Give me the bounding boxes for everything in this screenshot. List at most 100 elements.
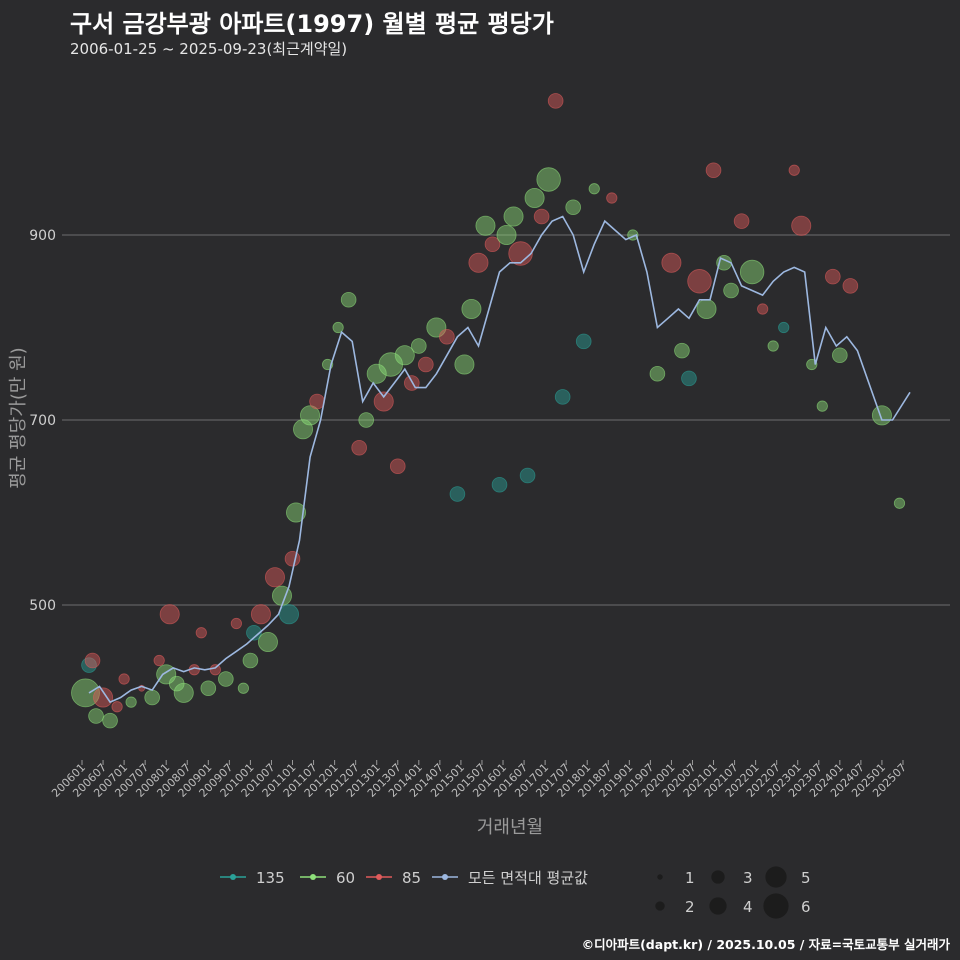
size-legend-dot bbox=[657, 874, 663, 880]
point-85 bbox=[788, 164, 800, 176]
y-axis-label: 평균 평당가(만 원) bbox=[8, 347, 29, 488]
chart-title: 구서 금강부광 아파트(1997) 월별 평균 평당가 bbox=[70, 10, 554, 38]
point-60 bbox=[358, 412, 374, 428]
point-85 bbox=[484, 236, 501, 253]
point-60 bbox=[871, 405, 892, 426]
chart-subtitle: 2006-01-25 ~ 2025-09-23(최근계약일) bbox=[70, 40, 348, 58]
legend-item-135: 135 bbox=[220, 869, 285, 887]
y-tick-label: 700 bbox=[29, 413, 56, 429]
point-60 bbox=[340, 291, 357, 308]
point-85 bbox=[159, 604, 180, 625]
x-axis-label: 거래년월 bbox=[477, 817, 543, 838]
legend-swatch-dot bbox=[310, 874, 316, 880]
point-135 bbox=[778, 321, 790, 334]
legend-item-85: 85 bbox=[366, 869, 421, 887]
source-caption: ©디아파트(dapt.kr) / 2025.10.05 / 자료=국토교통부 실… bbox=[581, 937, 950, 952]
point-60 bbox=[102, 712, 118, 729]
point-60 bbox=[88, 708, 104, 724]
point-85 bbox=[93, 687, 114, 708]
size-legend-dot bbox=[763, 893, 789, 919]
point-85 bbox=[230, 617, 242, 630]
point-85 bbox=[842, 278, 859, 294]
point-85 bbox=[195, 627, 207, 639]
point-135 bbox=[246, 624, 262, 641]
point-60 bbox=[200, 680, 217, 697]
y-tick-label: 900 bbox=[29, 228, 56, 244]
size-legend-label: 2 bbox=[685, 898, 695, 916]
size-legend-item: 5 bbox=[765, 866, 811, 888]
point-85 bbox=[111, 701, 123, 713]
size-legend-item: 1 bbox=[657, 869, 695, 887]
point-85 bbox=[757, 303, 769, 315]
point-85 bbox=[418, 356, 434, 373]
point-60 bbox=[332, 321, 344, 334]
point-60 bbox=[536, 167, 561, 192]
legend-series: 135 60 85 모든 면적대 평균값 bbox=[220, 869, 588, 887]
point-60 bbox=[723, 282, 739, 299]
legend-item-avg: 모든 면적대 평균값 bbox=[432, 869, 588, 887]
point-85 bbox=[309, 393, 325, 410]
point-85 bbox=[373, 391, 394, 412]
point-60 bbox=[496, 224, 517, 245]
legend-label: 모든 면적대 평균값 bbox=[468, 869, 588, 887]
point-85 bbox=[351, 439, 367, 456]
point-85 bbox=[264, 567, 285, 588]
legend-label: 85 bbox=[402, 869, 421, 887]
size-legend-label: 4 bbox=[743, 898, 753, 916]
point-85 bbox=[825, 268, 841, 285]
point-135 bbox=[278, 604, 299, 625]
size-legend-label: 5 bbox=[801, 869, 811, 887]
point-85 bbox=[209, 664, 221, 676]
grid-lines bbox=[62, 234, 950, 606]
point-60 bbox=[893, 497, 906, 509]
point-60 bbox=[242, 652, 259, 669]
point-60 bbox=[816, 400, 828, 412]
point-85 bbox=[468, 252, 489, 273]
point-60 bbox=[257, 632, 278, 653]
point-60 bbox=[674, 342, 690, 359]
point-85 bbox=[389, 458, 406, 475]
point-60 bbox=[454, 354, 475, 375]
point-85 bbox=[84, 652, 101, 669]
size-legend-dot bbox=[711, 870, 725, 884]
point-60 bbox=[394, 345, 415, 366]
point-60 bbox=[144, 689, 160, 706]
point-60 bbox=[565, 199, 581, 216]
size-legend-dot bbox=[709, 897, 727, 915]
point-135 bbox=[491, 476, 508, 493]
average-line bbox=[88, 215, 911, 704]
legend-label: 60 bbox=[336, 869, 355, 887]
point-85 bbox=[606, 192, 618, 204]
point-60 bbox=[524, 187, 545, 208]
point-60 bbox=[173, 682, 194, 703]
scatter-points bbox=[71, 93, 906, 729]
point-85 bbox=[733, 213, 750, 229]
point-60 bbox=[125, 696, 137, 708]
size-legend-item: 4 bbox=[709, 897, 753, 916]
legend-swatch-dot bbox=[442, 874, 448, 880]
point-135 bbox=[681, 370, 697, 387]
point-60 bbox=[588, 183, 600, 195]
point-85 bbox=[284, 550, 301, 567]
point-60 bbox=[411, 338, 427, 354]
y-tick-label: 500 bbox=[29, 598, 56, 614]
point-60 bbox=[649, 365, 666, 382]
point-135 bbox=[519, 467, 536, 484]
legend-item-60: 60 bbox=[300, 869, 355, 887]
legend-label: 135 bbox=[256, 869, 285, 887]
size-legend-label: 6 bbox=[801, 898, 811, 916]
point-60 bbox=[767, 340, 779, 352]
size-legend-dot bbox=[655, 901, 665, 911]
point-60 bbox=[832, 347, 848, 364]
point-85 bbox=[791, 215, 812, 236]
point-85 bbox=[705, 162, 722, 179]
point-60 bbox=[71, 678, 100, 708]
point-60 bbox=[739, 259, 765, 285]
size-legend-label: 1 bbox=[685, 869, 695, 887]
point-60 bbox=[696, 298, 717, 319]
point-85 bbox=[661, 252, 682, 273]
point-85 bbox=[533, 208, 550, 225]
point-60 bbox=[475, 215, 496, 236]
